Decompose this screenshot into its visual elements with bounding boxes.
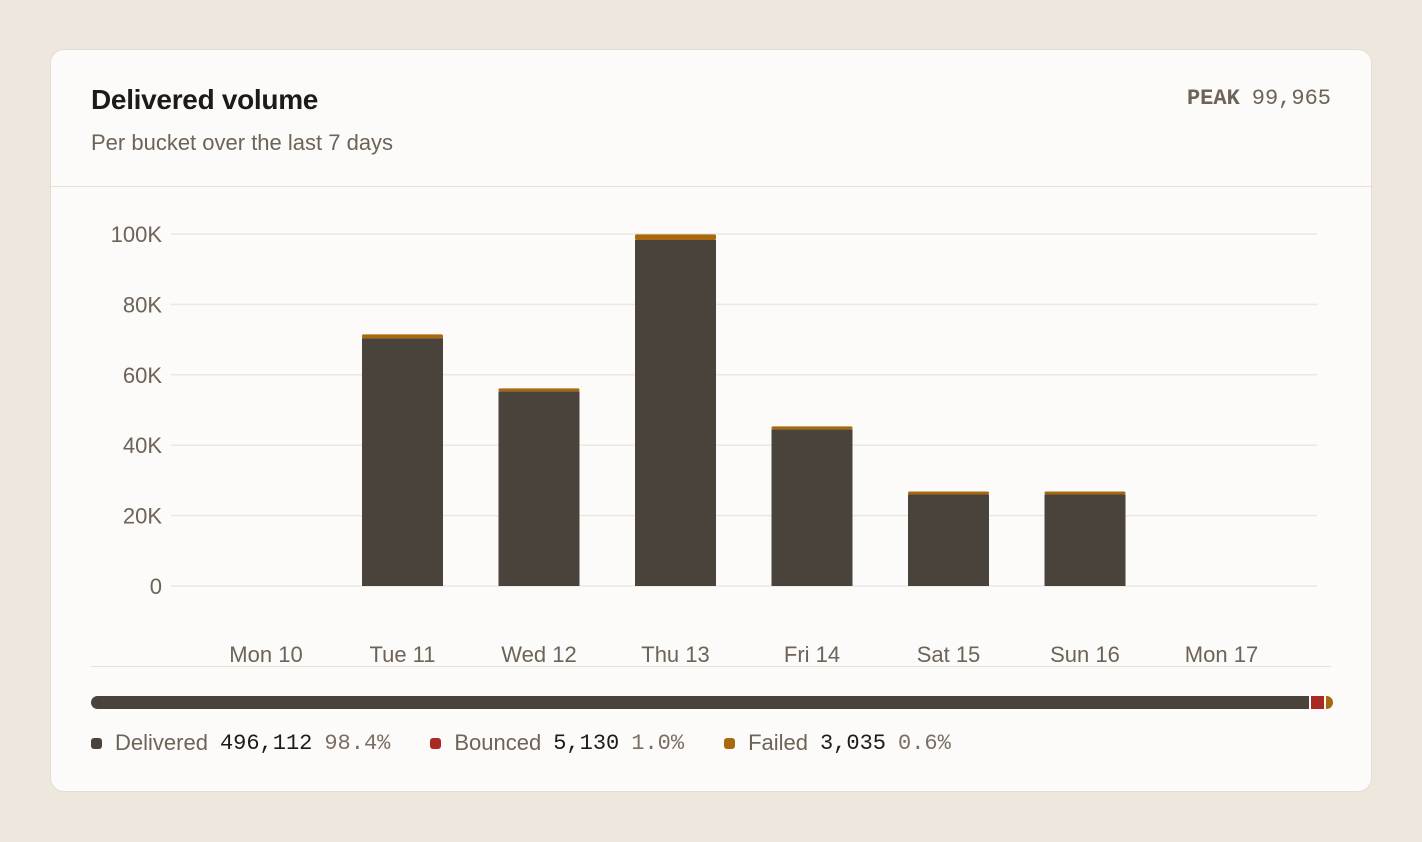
card-subtitle: Per bucket over the last 7 days — [91, 130, 394, 155]
legend-delivered: Delivered 496,112 98.4% — [91, 730, 390, 756]
bar-delivered — [635, 239, 716, 586]
x-tick-label: Sat 15 — [917, 642, 981, 667]
bar-failed — [362, 334, 443, 339]
delivered-percent: 98.4% — [324, 730, 391, 756]
failed-swatch — [724, 737, 736, 749]
bounced-count: 5,130 — [553, 730, 620, 756]
share-segment-delivered — [91, 696, 1310, 709]
bar-failed — [908, 491, 989, 495]
bar-failed — [771, 426, 853, 430]
x-tick-label: Mon 10 — [229, 642, 302, 667]
y-tick-label: 60K — [123, 363, 162, 388]
share-segment-bounced — [1309, 696, 1324, 709]
y-tick-label: 100K — [111, 222, 163, 247]
peak-label: PEAK — [1186, 86, 1240, 111]
card-title: Delivered volume — [91, 84, 319, 115]
stacked-bar-chart: 0 20K 40K 60K 80K 100K Mon 10 Tue 11 Wed 12 Thu 1… — [111, 222, 1317, 667]
bar-delivered — [362, 338, 443, 586]
share-bar — [91, 696, 1333, 709]
summary-divider — [91, 666, 1331, 667]
peak-value: 99,965 — [1251, 86, 1331, 111]
y-tick-label: 0 — [150, 574, 162, 599]
bounced-swatch — [430, 737, 442, 749]
delivered-swatch — [91, 737, 102, 749]
failed-percent: 0.6% — [898, 730, 951, 756]
bounced-percent: 1.0% — [631, 730, 685, 756]
delivered-volume-card: Delivered volume Per bucket over the las… — [50, 49, 1372, 792]
x-tick-label: Wed 12 — [501, 642, 576, 667]
failed-count: 3,035 — [819, 730, 886, 756]
failed-label: Failed — [748, 730, 808, 755]
bounced-label: Bounced — [454, 730, 542, 755]
x-tick-label: Mon 17 — [1185, 642, 1258, 667]
bar-delivered — [908, 494, 989, 586]
y-tick-label: 20K — [123, 504, 162, 529]
bar-failed — [498, 388, 580, 392]
x-tick-label: Fri 14 — [784, 642, 840, 667]
legend-bounced: Bounced 5,130 1.0% — [430, 730, 684, 756]
bar-failed — [635, 234, 716, 240]
card-header: Delivered volume Per bucket over the las… — [51, 50, 1371, 187]
bar-delivered — [771, 429, 853, 586]
y-tick-label: 40K — [123, 433, 162, 458]
bar-delivered — [498, 391, 580, 586]
summary-legend: Delivered 496,112 98.4% Bounced 5,130 1.… — [91, 730, 991, 756]
delivered-count: 496,112 — [219, 730, 313, 756]
legend-failed: Failed 3,035 0.6% — [724, 730, 951, 756]
x-tick-label: Thu 13 — [641, 642, 710, 667]
y-tick-label: 80K — [123, 292, 162, 317]
share-segment-failed — [1323, 696, 1333, 709]
delivered-label: Delivered — [115, 730, 208, 755]
bar-delivered — [1044, 494, 1126, 586]
x-tick-label: Tue 11 — [369, 642, 435, 667]
peak-readout: PEAK 99,965 — [1187, 86, 1331, 111]
bar-failed — [1044, 491, 1126, 495]
x-tick-label: Sun 16 — [1050, 642, 1120, 667]
